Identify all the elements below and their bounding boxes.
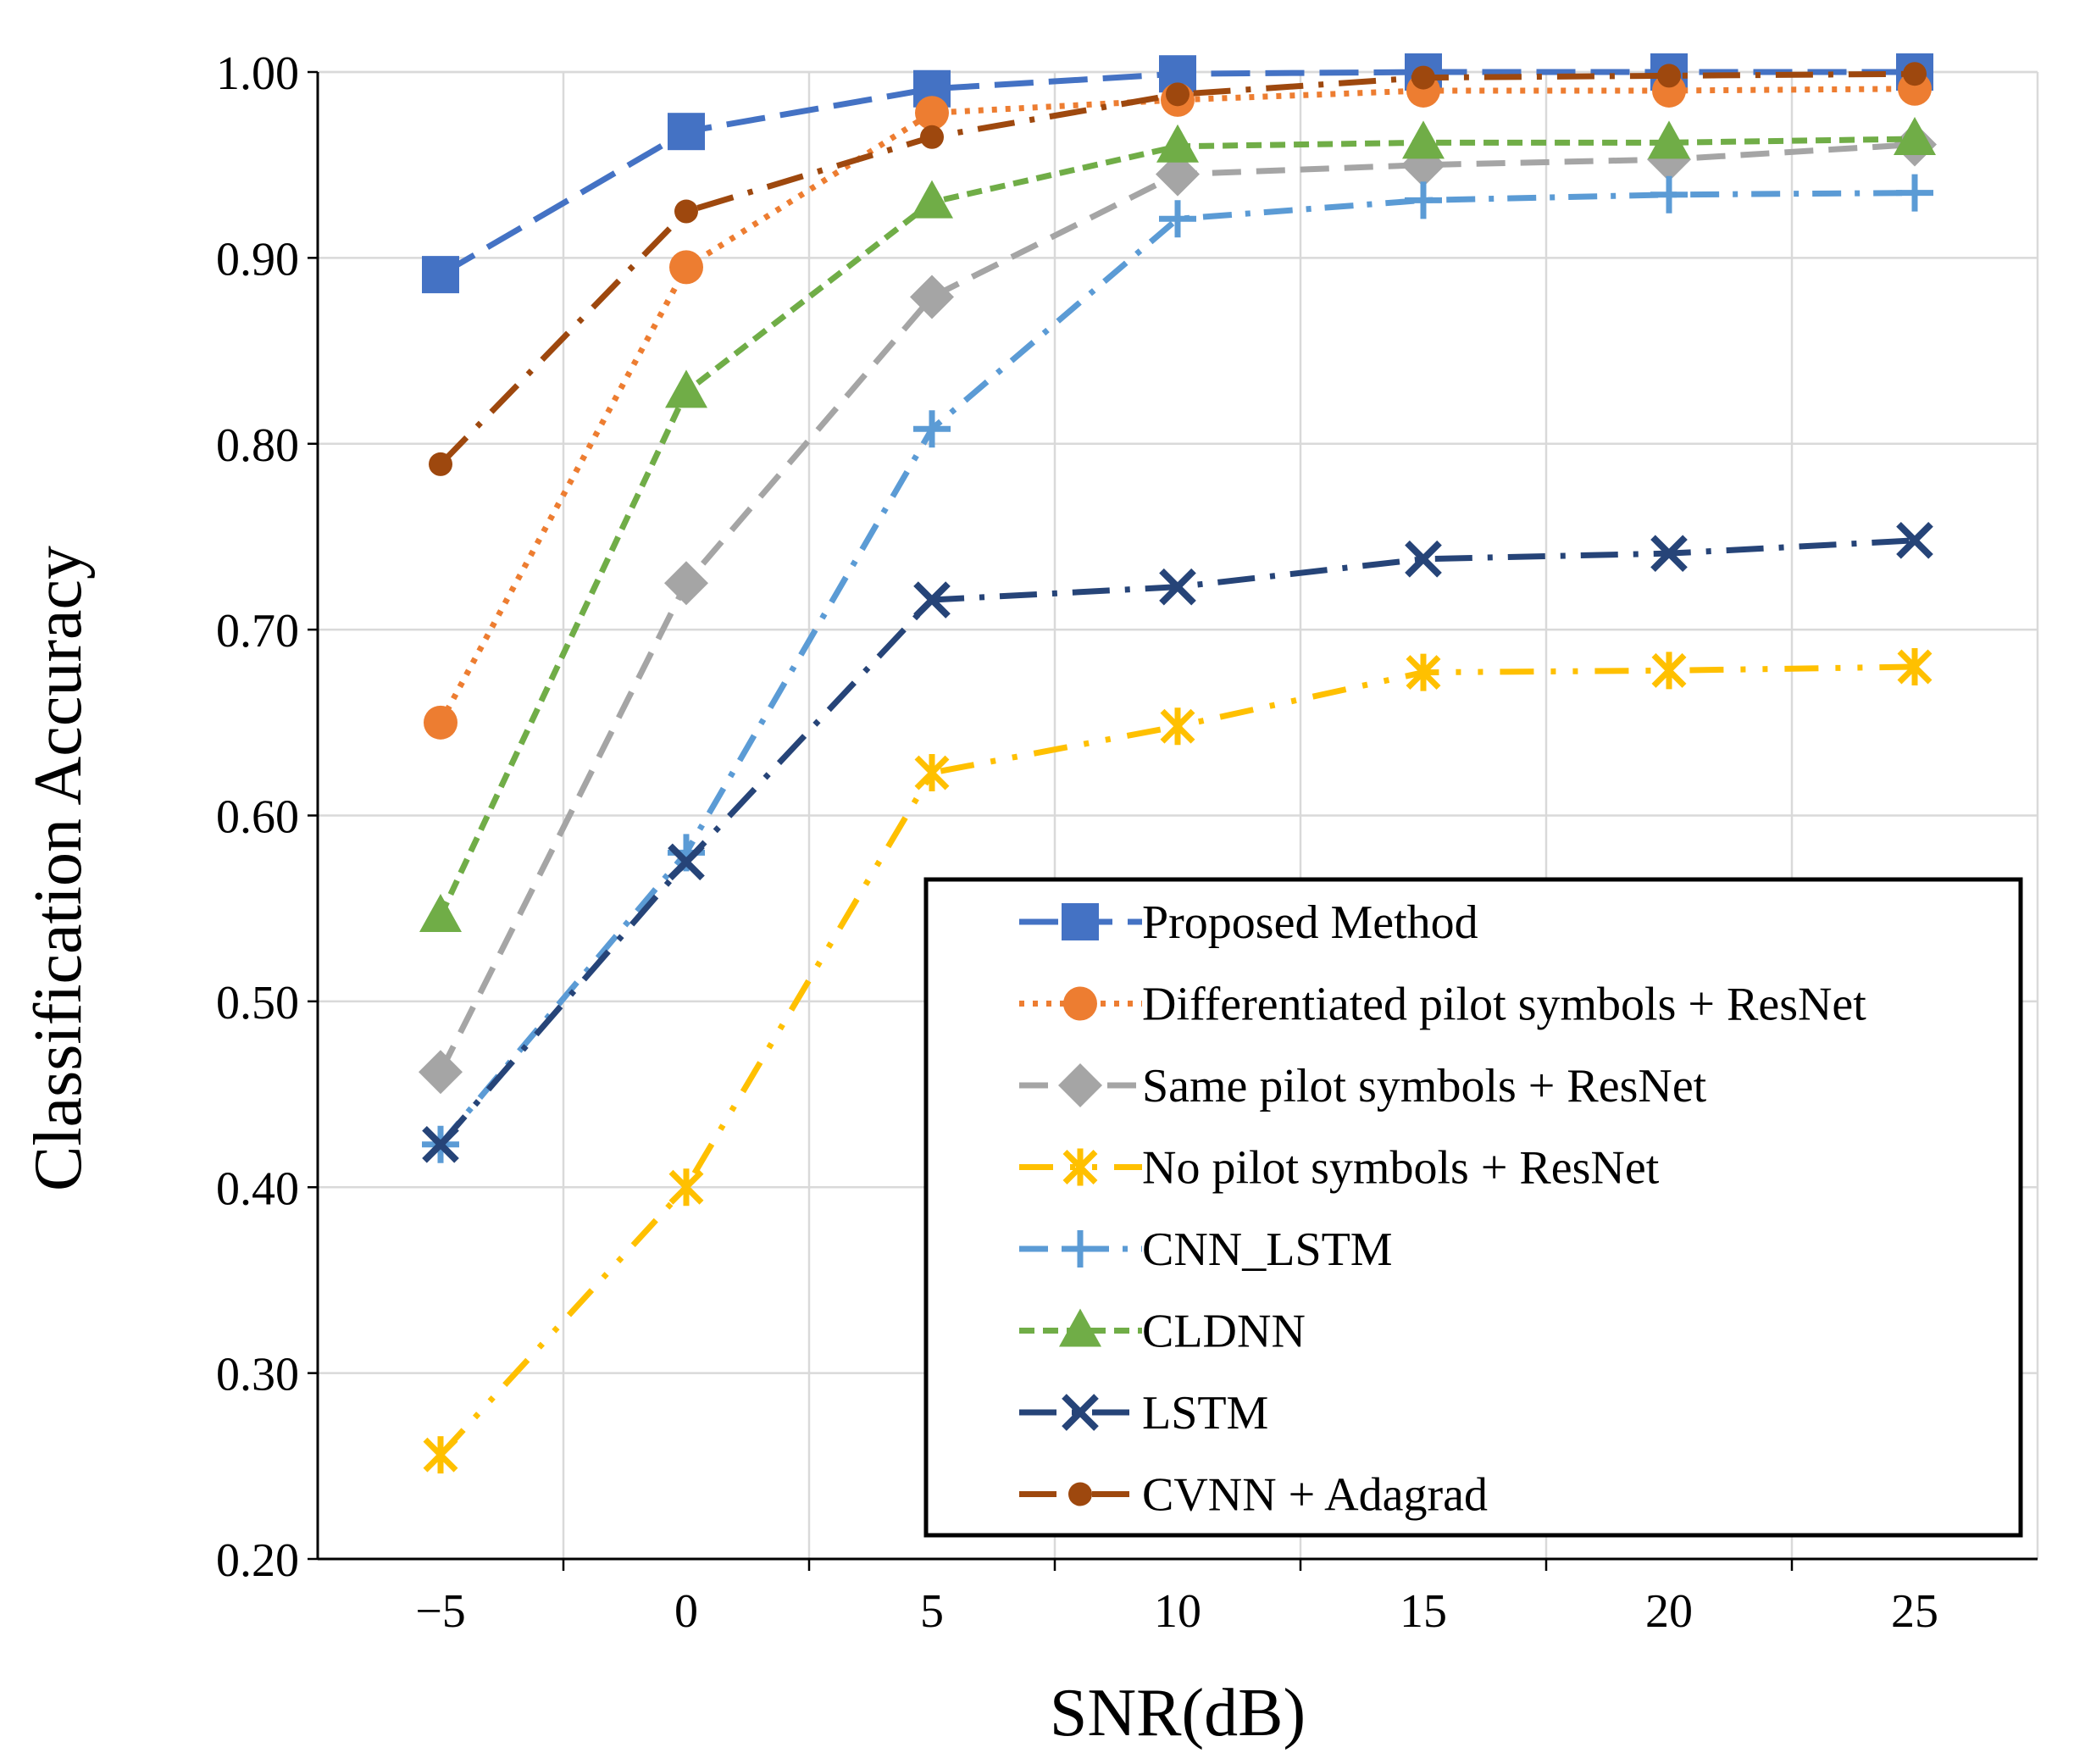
legend-marker <box>1062 1230 1099 1268</box>
data-point <box>665 369 707 408</box>
data-point <box>419 893 462 932</box>
data-point <box>1896 174 1933 212</box>
legend-entry: CVNN + Adagrad <box>1019 1469 1488 1522</box>
x-tick-label: 25 <box>1891 1585 1938 1638</box>
legend-label: Differentiated pilot symbols + ResNet <box>1142 979 1866 1031</box>
data-point <box>1156 124 1199 163</box>
data-point <box>914 754 950 792</box>
x-tick-label: 5 <box>920 1585 944 1638</box>
data-point <box>1159 200 1196 238</box>
data-point <box>913 581 951 619</box>
data-point <box>1156 152 1200 197</box>
data-point <box>1894 116 1936 155</box>
data-point <box>1651 652 1687 690</box>
legend-label: No pilot symbols + ResNet <box>1142 1142 1660 1195</box>
data-point <box>668 1168 704 1207</box>
y-axis-title: Classification Accuracy <box>21 546 96 1191</box>
x-tick-label: 10 <box>1154 1585 1201 1638</box>
legend-marker <box>1059 1308 1101 1347</box>
x-tick-label: 15 <box>1400 1585 1447 1638</box>
data-point <box>1648 120 1690 159</box>
legend-label: CLDNN <box>1142 1306 1306 1358</box>
data-point <box>674 199 698 224</box>
data-point <box>1650 175 1688 214</box>
y-tick-label: 0.30 <box>216 1349 299 1401</box>
x-axis-title: SNR(dB) <box>1050 1676 1306 1750</box>
x-tick-label: −5 <box>415 1585 466 1638</box>
legend-entry: No pilot symbols + ResNet <box>1019 1142 1660 1195</box>
data-point <box>669 250 703 285</box>
series-3 <box>423 648 1933 1474</box>
y-tick-label: 0.90 <box>216 233 299 286</box>
legend-entry: CLDNN <box>1019 1306 1306 1358</box>
legend-entry: Proposed Method <box>1019 896 1478 949</box>
y-tick-label: 0.80 <box>216 419 299 472</box>
data-point <box>1405 181 1442 219</box>
legend-entry: CNN_LSTM <box>1019 1223 1393 1276</box>
data-point <box>424 705 458 740</box>
legend-marker <box>1063 986 1097 1021</box>
data-point <box>913 410 951 448</box>
data-point <box>1402 120 1445 159</box>
data-point <box>423 1436 458 1474</box>
tick-labels: 0.20 0.30 0.40 0.50 0.60 0.70 0.80 0.90 1.00 −5 0 5… <box>216 47 1938 1638</box>
data-point <box>429 452 452 476</box>
data-point <box>1411 65 1435 90</box>
data-point <box>915 96 949 130</box>
series-7 <box>429 62 1927 476</box>
data-point <box>1896 521 1933 559</box>
legend-label: CNN_LSTM <box>1142 1223 1393 1276</box>
legend-marker <box>1058 1063 1102 1107</box>
data-point <box>422 1125 459 1163</box>
data-point <box>1166 82 1190 107</box>
series-6 <box>422 521 1933 1163</box>
legend-label: LSTM <box>1142 1387 1268 1439</box>
series-line <box>437 136 1916 918</box>
data-point <box>1160 707 1195 746</box>
series-group <box>419 53 1937 1474</box>
y-tick-label: 0.20 <box>216 1534 299 1587</box>
data-point <box>1159 568 1196 606</box>
legend: Proposed Method Differentiated pilot symb… <box>923 877 2023 1538</box>
data-point <box>910 275 954 319</box>
data-point <box>920 125 944 149</box>
legend-entry: Differentiated pilot symbols + ResNet <box>1019 979 1866 1031</box>
data-point <box>419 1050 463 1095</box>
axes <box>308 70 2038 1571</box>
data-point <box>668 843 705 881</box>
series-5 <box>419 116 1936 932</box>
legend-entry: Same pilot symbols + ResNet <box>1019 1060 1707 1112</box>
y-tick-label: 0.70 <box>216 605 299 657</box>
x-tick-label: 20 <box>1645 1585 1693 1638</box>
legend-marker <box>1062 903 1099 940</box>
y-tick-label: 0.50 <box>216 977 299 1029</box>
data-point <box>1903 62 1927 86</box>
data-point <box>1650 535 1688 573</box>
legend-label: Same pilot symbols + ResNet <box>1142 1060 1707 1112</box>
data-point <box>1406 653 1441 691</box>
y-tick-label: 0.40 <box>216 1162 299 1215</box>
data-point <box>911 180 953 219</box>
legend-marker <box>1068 1482 1092 1506</box>
y-tick-label: 1.00 <box>216 47 299 100</box>
data-point <box>1897 648 1933 685</box>
data-point <box>664 561 708 606</box>
legend-label: CVNN + Adagrad <box>1142 1469 1488 1522</box>
data-point <box>1657 64 1681 88</box>
data-point <box>668 113 705 151</box>
legend-marker <box>1062 1148 1098 1186</box>
data-point <box>422 256 459 294</box>
legend-marker <box>1062 1394 1099 1431</box>
legend-label: Proposed Method <box>1142 896 1478 949</box>
legend-entry: LSTM <box>1019 1387 1268 1439</box>
y-tick-label: 0.60 <box>216 791 299 844</box>
legend-box <box>923 877 2023 1538</box>
x-tick-label: 0 <box>674 1585 698 1638</box>
data-point <box>1405 540 1442 578</box>
